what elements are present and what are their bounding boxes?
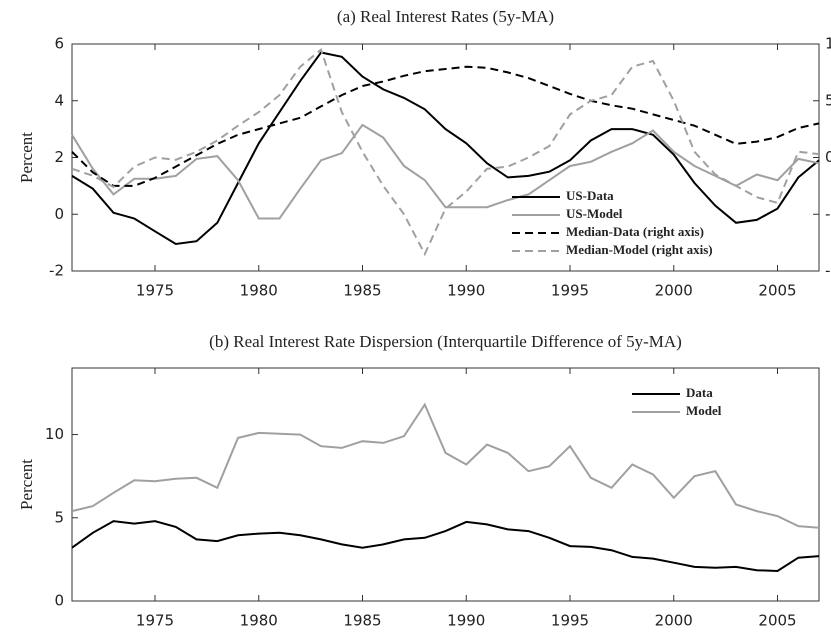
y2-tick-label: 10 xyxy=(825,35,831,53)
x-tick-label: 1995 xyxy=(551,282,589,300)
x-tick-label: 2000 xyxy=(655,612,693,630)
series-line xyxy=(71,51,820,246)
legend-label: US-Model xyxy=(566,206,623,221)
y-tick-label: 2 xyxy=(54,148,64,166)
y-tick-label: 10 xyxy=(45,425,64,443)
legend-label: Model xyxy=(686,403,722,418)
y-tick-label: 0 xyxy=(54,592,64,610)
y-axis-label: Percent xyxy=(17,132,36,183)
chart-title: (a) Real Interest Rates (5y-MA) xyxy=(337,7,554,26)
y2-tick-label: -5 xyxy=(825,205,831,223)
series-line xyxy=(71,520,820,573)
x-tick-label: 1975 xyxy=(136,282,174,300)
series-line xyxy=(71,48,820,257)
legend-label: Median-Model (right axis) xyxy=(566,242,713,257)
x-tick-label: 1990 xyxy=(447,612,485,630)
legend-label: Data xyxy=(686,385,713,400)
x-tick-label: 1980 xyxy=(240,282,278,300)
series-line xyxy=(71,65,820,187)
chart-title: (b) Real Interest Rate Dispersion (Inter… xyxy=(209,332,682,351)
plot-frame xyxy=(71,43,820,272)
y-tick-label: 0 xyxy=(54,205,64,223)
y2-tick-label: 5 xyxy=(825,91,831,109)
y-tick-label: 6 xyxy=(54,35,64,53)
x-tick-label: 1985 xyxy=(343,612,381,630)
plot-frame xyxy=(71,367,820,602)
x-tick-label: 2000 xyxy=(655,282,693,300)
y2-tick-label: 0 xyxy=(825,148,831,166)
x-tick-label: 1995 xyxy=(551,612,589,630)
x-tick-label: 1985 xyxy=(343,282,381,300)
x-tick-label: 2005 xyxy=(758,282,796,300)
series-line xyxy=(71,402,820,529)
x-tick-label: 1975 xyxy=(136,612,174,630)
y-axis-label: Percent xyxy=(17,459,36,510)
legend-label: US-Data xyxy=(566,188,614,203)
x-tick-label: 1980 xyxy=(240,612,278,630)
x-tick-label: 2005 xyxy=(758,612,796,630)
y-tick-label: -2 xyxy=(49,262,64,280)
y2-tick-label: -10 xyxy=(825,262,831,280)
series-line xyxy=(71,123,820,220)
y-tick-label: 5 xyxy=(54,508,64,526)
x-tick-label: 1990 xyxy=(447,282,485,300)
legend-label: Median-Data (right axis) xyxy=(566,224,704,239)
y-tick-label: 4 xyxy=(54,91,64,109)
